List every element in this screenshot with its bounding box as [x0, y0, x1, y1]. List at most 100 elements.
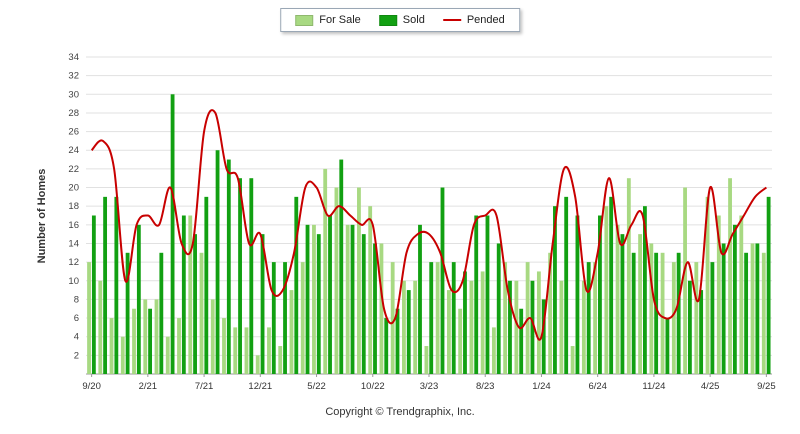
x-tick-label: 1/24 — [532, 381, 551, 392]
x-tick-label: 9/25 — [757, 381, 776, 392]
bar-for-sale — [615, 224, 620, 374]
bar-for-sale — [626, 178, 631, 374]
y-tick-label: 22 — [68, 164, 79, 175]
bar-sold — [586, 262, 591, 374]
bar-sold — [384, 318, 389, 374]
bar-sold — [665, 318, 670, 374]
bar-sold — [721, 243, 726, 374]
bar-sold — [294, 196, 299, 374]
y-tick-label: 10 — [68, 276, 79, 287]
bar-sold — [755, 243, 760, 374]
bar-sold — [114, 196, 119, 374]
bar-sold — [642, 206, 647, 374]
bar-for-sale — [660, 252, 665, 374]
bar-sold — [732, 224, 737, 374]
bar-for-sale — [109, 318, 114, 374]
bar-for-sale — [761, 252, 766, 374]
bar-for-sale — [593, 262, 598, 374]
bar-for-sale — [278, 346, 283, 374]
bar-sold — [148, 308, 153, 374]
bar-sold — [91, 215, 96, 374]
bar-for-sale — [177, 318, 181, 374]
bar-sold — [305, 224, 310, 374]
bar-sold — [530, 280, 535, 374]
y-tick-label: 16 — [68, 220, 79, 231]
bar-for-sale — [165, 336, 170, 374]
bar-sold — [125, 252, 130, 374]
bar-sold — [260, 234, 265, 374]
bar-sold — [283, 262, 287, 374]
bar-sold — [418, 224, 422, 374]
bar-for-sale — [536, 271, 541, 374]
bar-for-sale — [446, 290, 451, 374]
bar-for-sale — [638, 234, 642, 374]
y-tick-label: 2 — [74, 350, 79, 361]
bar-for-sale — [424, 346, 429, 374]
bar-sold — [463, 271, 467, 374]
y-axis-title: Number of Homes — [36, 168, 48, 264]
bar-sold — [373, 243, 377, 374]
bar-for-sale — [548, 252, 553, 374]
y-tick-label: 6 — [74, 313, 79, 324]
bar-sold — [699, 290, 704, 374]
bar-sold — [395, 308, 400, 374]
bar-for-sale — [604, 206, 609, 374]
bar-for-sale — [154, 299, 159, 374]
bar-for-sale — [728, 178, 732, 374]
bar-sold — [519, 308, 524, 374]
bar-sold — [328, 215, 332, 374]
bar-sold — [271, 262, 276, 374]
y-tick-label: 28 — [68, 108, 79, 119]
bar-sold — [687, 280, 692, 374]
bar-sold — [361, 234, 366, 374]
bar-sold — [249, 178, 254, 374]
bar-sold — [193, 234, 197, 374]
bar-for-sale — [570, 346, 575, 374]
x-tick-label: 2/21 — [139, 381, 158, 392]
bar-sold — [710, 262, 715, 374]
bar-for-sale — [413, 280, 418, 374]
bar-for-sale — [255, 355, 260, 374]
x-tick-label: 8/23 — [476, 381, 495, 392]
bar-sold — [226, 159, 231, 374]
legend-item-for-sale: For Sale — [295, 14, 361, 26]
bar-for-sale — [312, 224, 316, 374]
pended-line — [90, 109, 768, 341]
bar-sold — [181, 215, 186, 374]
bar-sold — [474, 215, 479, 374]
x-tick-label: 3/23 — [420, 381, 439, 392]
y-tick-label: 30 — [68, 89, 79, 100]
bar-for-sale — [132, 308, 136, 374]
bar-sold — [451, 262, 456, 374]
bar-for-sale — [559, 280, 564, 374]
for-sale-swatch-icon — [295, 14, 314, 26]
bar-sold — [541, 299, 546, 374]
y-tick-label: 18 — [68, 201, 79, 212]
bar-for-sale — [705, 196, 710, 374]
legend-item-sold: Sold — [378, 14, 425, 26]
bar-for-sale — [402, 280, 406, 374]
y-tick-label: 34 — [68, 52, 79, 63]
y-tick-label: 4 — [74, 332, 79, 343]
bar-for-sale — [435, 262, 440, 374]
bar-sold — [598, 215, 602, 374]
bar-for-sale — [199, 252, 204, 374]
legend-item-pended: Pended — [442, 14, 505, 26]
bar-for-sale — [671, 262, 676, 374]
legend-label-for-sale: For Sale — [319, 14, 361, 26]
bar-for-sale — [345, 224, 350, 374]
bar-for-sale — [739, 215, 744, 374]
bar-sold — [496, 243, 501, 374]
x-tick-label: 12/21 — [248, 381, 272, 392]
bar-for-sale — [683, 187, 687, 374]
y-tick-label: 32 — [68, 71, 79, 82]
bar-sold — [429, 262, 434, 374]
legend-label-pended: Pended — [466, 14, 505, 26]
bar-for-sale — [244, 327, 249, 374]
bar-sold — [350, 224, 355, 374]
bar-for-sale — [469, 280, 474, 374]
bar-for-sale — [143, 299, 148, 374]
bar-sold — [215, 150, 220, 374]
bar-for-sale — [300, 262, 305, 374]
bar-sold — [508, 280, 512, 374]
